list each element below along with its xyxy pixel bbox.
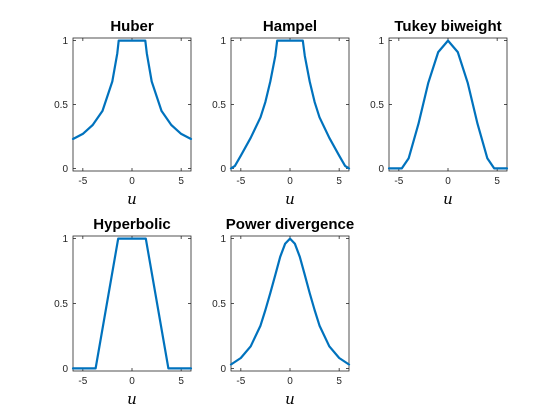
- x-axis-label: u: [127, 190, 137, 208]
- series-line: [71, 237, 193, 370]
- x-axis-label: u: [285, 390, 295, 408]
- x-tick-label: -5: [394, 176, 403, 187]
- y-tick-label: 1: [220, 234, 226, 245]
- y-tick-label: 0: [378, 164, 384, 175]
- x-tick-label: 0: [129, 176, 135, 187]
- subplot-title: Tukey biweight: [394, 18, 501, 35]
- subplot-title: Hyperbolic: [93, 216, 171, 233]
- y-tick-label: 0: [62, 164, 68, 175]
- subplot-title: Huber: [110, 18, 154, 35]
- y-tick-label: 0: [220, 364, 226, 375]
- x-tick-label: -5: [236, 376, 245, 387]
- axes-box: [72, 235, 192, 372]
- subplot-3: -5 0 5 0 0.5 1 Tukey biweight u: [370, 18, 509, 208]
- x-tick-label: 0: [445, 176, 451, 187]
- y-tick-label: 0: [220, 164, 226, 175]
- x-tick-label: 5: [336, 376, 342, 387]
- x-axis-label: u: [127, 390, 137, 408]
- subplot-4: -5 0 5 0 0.5 1 Hyperbolic u: [54, 216, 193, 408]
- series-line: [229, 39, 351, 170]
- series-line: [71, 39, 193, 141]
- x-tick-label: 5: [178, 376, 184, 387]
- y-tick-label: 0.5: [370, 100, 384, 111]
- x-tick-label: 5: [336, 176, 342, 187]
- y-tick-label: 0.5: [54, 100, 68, 111]
- y-tick-label: 0.5: [212, 299, 226, 310]
- x-tick-label: 5: [494, 176, 500, 187]
- x-tick-label: -5: [236, 176, 245, 187]
- x-axis-label: u: [443, 190, 453, 208]
- x-tick-label: 0: [287, 376, 293, 387]
- subplot-title: Hampel: [263, 18, 317, 35]
- x-tick-label: 0: [287, 176, 293, 187]
- x-tick-label: 5: [178, 176, 184, 187]
- x-tick-label: -5: [78, 376, 87, 387]
- axes-box: [388, 37, 508, 172]
- x-axis-label: u: [285, 190, 295, 208]
- x-tick-label: -5: [78, 176, 87, 187]
- y-tick-label: 1: [378, 36, 384, 47]
- subplot-1: -5 0 5 0 0.5 1 Huber u: [54, 18, 193, 208]
- y-tick-label: 0: [62, 364, 68, 375]
- series-line: [229, 237, 351, 366]
- axes-box: [230, 37, 350, 172]
- y-tick-label: 0.5: [54, 299, 68, 310]
- y-tick-label: 1: [62, 36, 68, 47]
- axes-box: [72, 37, 192, 172]
- y-tick-label: 1: [220, 36, 226, 47]
- series-line: [387, 39, 509, 170]
- y-tick-label: 1: [62, 234, 68, 245]
- subplot-2: -5 0 5 0 0.5 1 Hampel u: [212, 18, 351, 208]
- subplot-title: Power divergence: [226, 216, 354, 233]
- x-tick-label: 0: [129, 376, 135, 387]
- axes-box: [230, 235, 350, 372]
- y-tick-label: 0.5: [212, 100, 226, 111]
